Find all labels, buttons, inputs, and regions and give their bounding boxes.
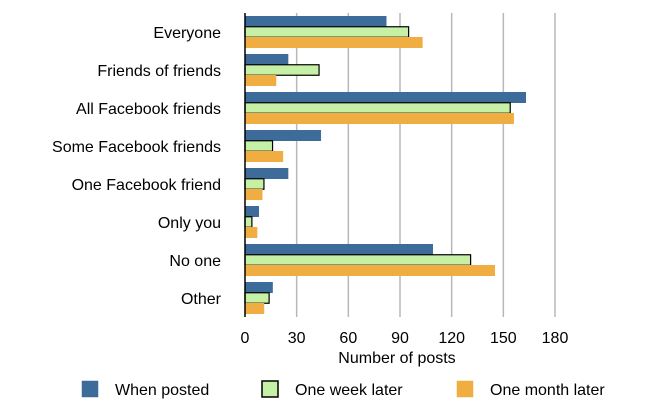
category-label: Friends of friends [97, 63, 221, 80]
x-tick-label: 180 [542, 330, 569, 347]
bar [244, 265, 495, 276]
bar [244, 151, 284, 162]
category-label: All Facebook friends [76, 101, 221, 118]
legend: When posted One week later One month later [81, 380, 605, 399]
bar [244, 113, 514, 124]
category-label: Only you [158, 215, 221, 232]
legend-swatch [261, 380, 279, 398]
legend-swatch [81, 380, 99, 398]
category-label: No one [169, 253, 221, 270]
category-label: Other [181, 291, 222, 308]
legend-item: One month later [456, 380, 605, 399]
x-tick-label: 150 [490, 330, 517, 347]
legend-label: One month later [490, 382, 605, 399]
legend-item: When posted [81, 380, 209, 399]
legend-label: When posted [115, 382, 209, 399]
x-tick-labels: 0 30 60 90 120 150 180 [241, 330, 569, 347]
x-tick-label: 30 [288, 330, 306, 347]
bar [244, 292, 270, 304]
bar [244, 140, 274, 152]
bar [244, 102, 511, 114]
bar [244, 282, 273, 293]
bar [244, 168, 289, 179]
bar [244, 54, 289, 65]
x-axis-label: Number of posts [338, 350, 455, 367]
legend-item: One week later [261, 380, 403, 399]
category-label: One Facebook friend [72, 177, 221, 194]
category-label: Some Facebook friends [52, 139, 221, 156]
bar [244, 37, 423, 48]
bar [244, 130, 322, 141]
bar [244, 75, 277, 86]
bar [244, 189, 263, 200]
bar [244, 92, 526, 103]
x-tick-label: 90 [391, 330, 409, 347]
bar [244, 26, 410, 38]
bars [244, 16, 526, 314]
bar [244, 206, 260, 217]
bar [244, 303, 265, 314]
category-label: Everyone [153, 25, 221, 42]
bar [244, 64, 320, 76]
category-labels: Everyone Friends of friends All Facebook f… [52, 25, 222, 308]
bar [244, 16, 387, 27]
bar [244, 244, 433, 255]
x-tick-label: 120 [438, 330, 465, 347]
x-tick-label: 0 [241, 330, 250, 347]
legend-swatch [456, 380, 474, 398]
bar [244, 216, 253, 228]
x-tick-label: 60 [339, 330, 357, 347]
bar [244, 254, 472, 266]
bar [244, 227, 258, 238]
bar [244, 178, 265, 190]
legend-label: One week later [295, 382, 403, 399]
